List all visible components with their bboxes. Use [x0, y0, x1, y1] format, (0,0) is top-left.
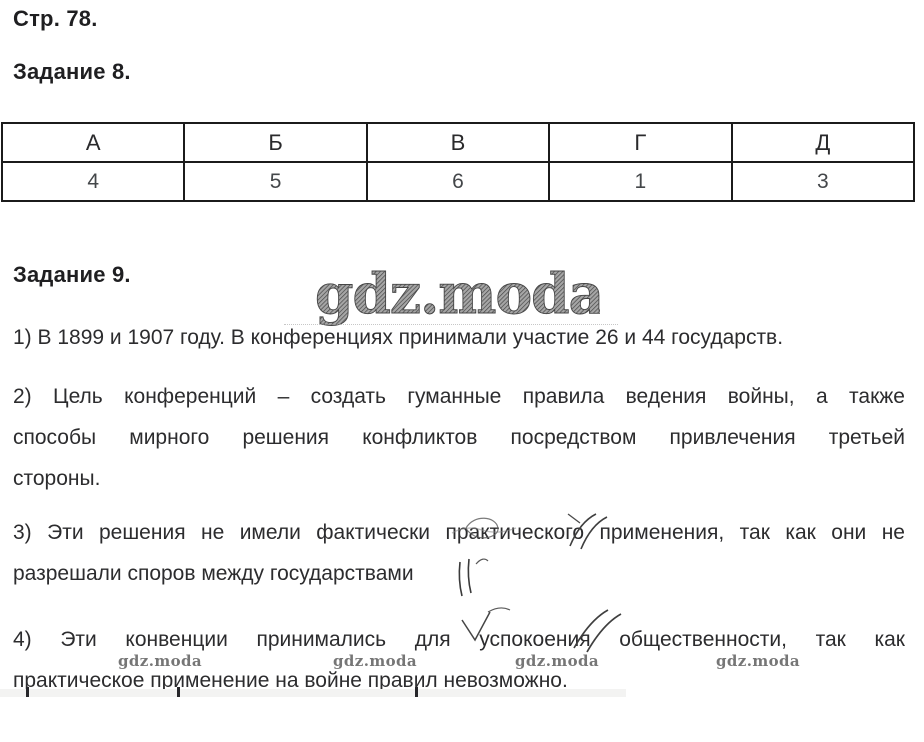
table-header-cell: В: [365, 122, 551, 163]
answer-paragraph-1: 1) В 1899 и 1907 году. В конференциях пр…: [13, 317, 905, 358]
table-value-cell: 6: [365, 161, 551, 202]
table-header-cell: Г: [548, 122, 733, 163]
table-value-row: 4 5 6 1 3: [0, 161, 916, 202]
watermark-small: gdz.moda: [515, 652, 600, 670]
table-header-cell: Д: [730, 122, 916, 163]
task-9-heading: Задание 9.: [13, 262, 131, 287]
table-value-cell: 1: [548, 161, 733, 202]
page-edge-artifact: [0, 689, 626, 697]
watermark-small: gdz.moda: [716, 652, 801, 670]
answer-line: 4) Эти конвенции принимались для успокое…: [13, 628, 905, 651]
watermark-large-text: gdz.moda: [315, 261, 600, 326]
answer-line: способы мирного решения конфликтов посре…: [13, 426, 905, 449]
answer-paragraph-3: 3) Эти решения не имели фактически практ…: [13, 512, 905, 594]
answer-paragraph-2: 2) Цель конференций – создать гуманные п…: [13, 376, 905, 499]
table-value-cell: 4: [0, 161, 186, 202]
watermark-large: gdz.moda: [315, 261, 600, 327]
answers-table: А Б В Г Д 4 5 6 1 3: [0, 122, 916, 202]
table-value-cell: 5: [183, 161, 368, 202]
table-header-row: А Б В Г Д: [0, 122, 916, 163]
answer-line: 3) Эти решения не имели фактически практ…: [13, 521, 905, 544]
table-header-cell: А: [0, 122, 186, 163]
table-value-cell: 3: [730, 161, 916, 202]
answer-paragraph-4: 4) Эти конвенции принимались для успокое…: [13, 619, 905, 701]
watermark-artifact-line: [284, 324, 618, 325]
answer-line: разрешали споров между государствами: [13, 562, 414, 585]
edge-tick-mark: [415, 687, 418, 697]
page-number-heading: Стр. 78.: [13, 6, 98, 31]
task-8-heading: Задание 8.: [13, 59, 131, 84]
answer-line: 2) Цель конференций – создать гуманные п…: [13, 385, 905, 408]
answer-line: стороны.: [13, 467, 101, 490]
answer-line: практическое применение на войне правил …: [13, 669, 568, 692]
table-header-cell: Б: [183, 122, 368, 163]
edge-tick-mark: [177, 687, 180, 697]
edge-tick-mark: [26, 687, 29, 697]
watermark-small: gdz.moda: [118, 652, 203, 670]
answer-line: 1) В 1899 и 1907 году. В конференциях пр…: [13, 326, 784, 349]
watermark-small: gdz.moda: [333, 652, 418, 670]
